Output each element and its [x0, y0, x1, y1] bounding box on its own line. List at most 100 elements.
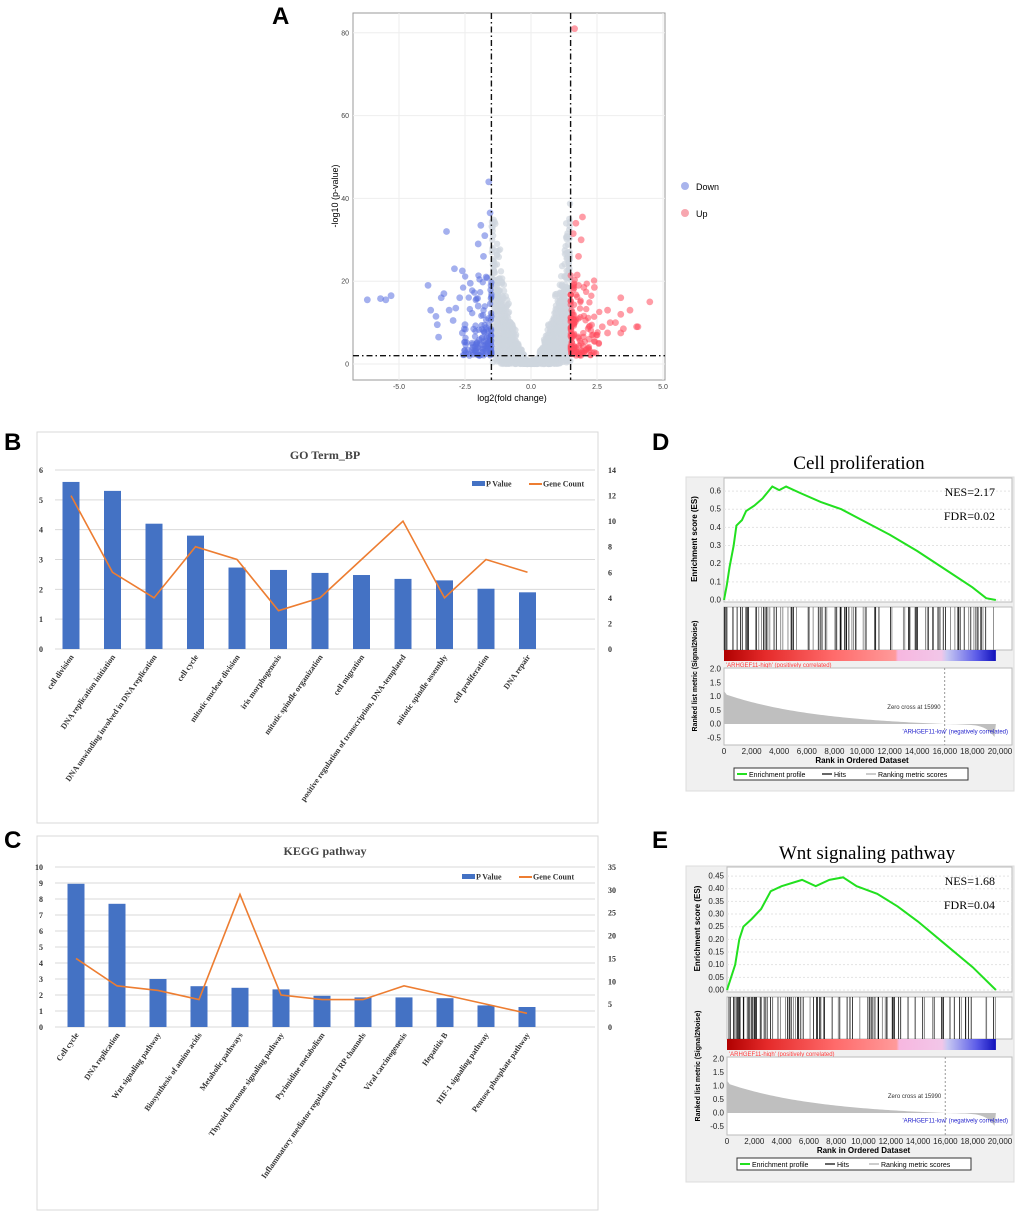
es-tick-label: 0.25 — [708, 922, 724, 931]
point-down — [445, 306, 453, 314]
point-up — [634, 323, 642, 331]
metric-tick-label: 2.0 — [710, 665, 722, 674]
es-tick-label: 0.45 — [708, 872, 724, 881]
y-tick-label: 1 — [39, 615, 43, 624]
zero-cross-label: Zero cross at 15990 — [888, 1094, 942, 1100]
fdr-value: FDR=0.04 — [944, 898, 995, 912]
legend-hits-label: Hits — [834, 772, 847, 779]
es-tick-label: 0.6 — [710, 487, 722, 496]
bar — [145, 523, 163, 649]
point-down — [462, 341, 469, 349]
low-phenotype-label: 'ARHGEF11-low' (negatively correlated) — [902, 730, 1008, 736]
point-down — [461, 273, 469, 280]
gsea-plot-cell-proliferation: 0.0 0.1 0.2 0.3 0.4 0.5 0.6 Enrichment score (E… — [685, 476, 1015, 792]
point-up — [646, 298, 654, 306]
nes-value: NES=2.17 — [945, 485, 995, 499]
point-ns — [556, 303, 564, 311]
point-ns — [504, 301, 511, 309]
point-ns — [495, 335, 502, 342]
x-tick-label: -2.5 — [459, 384, 471, 391]
point-ns — [513, 341, 520, 348]
point-down — [462, 334, 469, 342]
point-up — [571, 25, 578, 33]
point-ns — [558, 335, 565, 342]
point-ns — [555, 351, 562, 359]
point-ns — [547, 360, 554, 368]
y-tick-label: 10 — [35, 863, 43, 872]
point-ns — [539, 350, 546, 357]
y-tick-label: 0 — [345, 362, 349, 369]
metric-tick-label: -0.5 — [707, 733, 721, 742]
y-tick-label: 80 — [341, 30, 349, 37]
bar — [187, 535, 204, 649]
point-up — [617, 329, 625, 337]
category-label: iris morphogenesis — [239, 653, 283, 711]
point-ns — [565, 253, 572, 260]
category-label: DNA unwinding involved in DNA replicatio… — [64, 653, 159, 784]
bar — [436, 998, 454, 1027]
fdr-value: FDR=0.02 — [944, 509, 995, 523]
point-down — [480, 252, 487, 260]
point-ns — [508, 360, 516, 367]
point-up — [626, 306, 634, 314]
panel-label-e: E — [652, 827, 668, 854]
point-up — [595, 340, 602, 347]
point-down — [458, 267, 466, 275]
category-label: DNA replication — [82, 1031, 122, 1082]
point-down — [482, 273, 490, 281]
point-up — [587, 351, 594, 359]
point-ns — [566, 218, 574, 226]
y-tick-label: 9 — [39, 879, 43, 888]
bar — [353, 575, 370, 649]
x-tick-label: 2.5 — [592, 384, 602, 391]
point-down — [432, 312, 440, 320]
gene-count-line — [70, 495, 528, 612]
point-up — [596, 308, 603, 316]
category-label: Viral carcinogenesis — [362, 1031, 409, 1092]
point-down — [485, 178, 493, 186]
legend-down-label: Down — [696, 182, 719, 192]
point-up — [571, 276, 578, 284]
point-ns — [502, 320, 509, 328]
point-down — [482, 348, 490, 355]
point-ns — [547, 324, 554, 332]
metric-tick-label: 1.5 — [713, 1068, 725, 1077]
bar — [67, 883, 85, 1027]
point-down — [468, 287, 476, 294]
bar — [394, 578, 412, 649]
bar — [519, 592, 536, 649]
y2-tick-label: 15 — [608, 954, 616, 963]
point-up — [572, 291, 580, 298]
point-down — [486, 209, 494, 217]
y2-tick-label: 6 — [608, 568, 612, 577]
es-axis-label: Enrichment score (ES) — [693, 885, 702, 971]
point-up — [590, 313, 598, 320]
ranking-metric-area — [727, 1080, 996, 1126]
legend-metric-label: Ranking metric scores — [881, 1162, 951, 1169]
point-up — [579, 213, 586, 221]
point-up — [590, 284, 598, 291]
bar — [311, 572, 329, 649]
point-ns — [488, 218, 496, 226]
x-tick-label: 18,000 — [960, 1137, 985, 1146]
es-axis-label: Enrichment score (ES) — [690, 496, 699, 582]
point-up — [590, 277, 598, 284]
point-down — [474, 240, 482, 248]
x-tick-label: 2,000 — [744, 1137, 765, 1146]
category-label: Cell cycle — [55, 1031, 81, 1063]
y-tick-label: 2 — [39, 991, 43, 1000]
point-up — [572, 219, 580, 227]
point-down — [461, 321, 469, 329]
point-down — [440, 290, 448, 298]
point-ns — [489, 224, 496, 231]
point-down — [466, 279, 474, 287]
point-up — [575, 315, 582, 322]
bar — [354, 997, 372, 1027]
x-tick-label: -5.0 — [393, 384, 405, 391]
bar — [62, 481, 80, 649]
x-tick-label: 12,000 — [877, 747, 902, 756]
legend-gene-count-label: Gene Count — [533, 873, 574, 882]
y2-tick-label: 10 — [608, 977, 616, 986]
metric-tick-label: 0.5 — [713, 1095, 725, 1104]
